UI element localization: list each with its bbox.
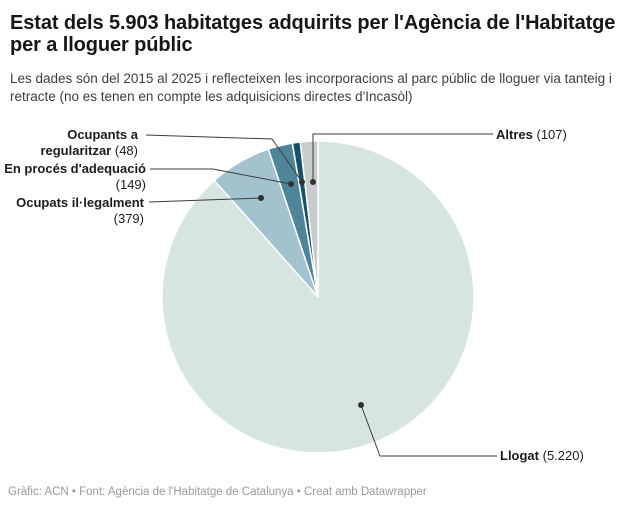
callout-dot-altres — [310, 179, 316, 185]
callout-line-llogat — [360, 404, 497, 457]
callout-dots — [258, 179, 364, 408]
label-ocupants-a-regularitzar: Ocupants a regularitzar (48) — [16, 127, 138, 159]
callout-dot-ocupants-a-regularitzar — [299, 179, 305, 185]
label-value: (5.220) — [542, 448, 584, 463]
label-name: Ocupats il·legalment — [16, 195, 144, 210]
callout-dot-ocupats-illegalment — [258, 195, 264, 201]
label-value: (149) — [115, 177, 146, 192]
callout-line-altres — [312, 133, 493, 182]
label-value: (379) — [113, 211, 144, 226]
label-en-proces-dadequacio: En procés d'adequació (149) — [0, 161, 146, 193]
pie-plot-area: Ocupants a regularitzar (48) En procés d… — [0, 120, 640, 480]
callout-line-ocupants-a-regularitzar — [145, 134, 303, 183]
label-ocupats-illegalment: Ocupats il·legalment (379) — [0, 195, 144, 227]
callout-line-en-proces-dadequacio — [150, 168, 292, 185]
chart-subtitle: Les dades són del 2015 al 2025 i reflect… — [10, 71, 612, 104]
label-name: En procés d'adequació — [4, 161, 146, 176]
label-name: Ocupants a regularitzar — [40, 127, 138, 158]
chart-credit: Gràfic: ACN • Font: Agència de l'Habitat… — [8, 486, 427, 498]
callout-lines — [145, 133, 497, 457]
callout-line-ocupats-illegalment — [148, 197, 262, 203]
label-llogat: Llogat (5.220) — [500, 448, 584, 464]
label-value: (107) — [536, 127, 567, 142]
label-name: Altres — [496, 127, 533, 142]
label-altres: Altres (107) — [496, 127, 567, 143]
pie-slices-group — [161, 140, 475, 454]
label-value: (48) — [114, 143, 138, 158]
label-name: Llogat — [500, 448, 539, 463]
pie-chart-canvas — [145, 133, 497, 457]
callout-dot-en-proces-dadequacio — [288, 181, 294, 187]
chart-title: Estat dels 5.903 habitatges adquirits pe… — [10, 12, 616, 56]
callout-dot-llogat — [358, 402, 364, 408]
